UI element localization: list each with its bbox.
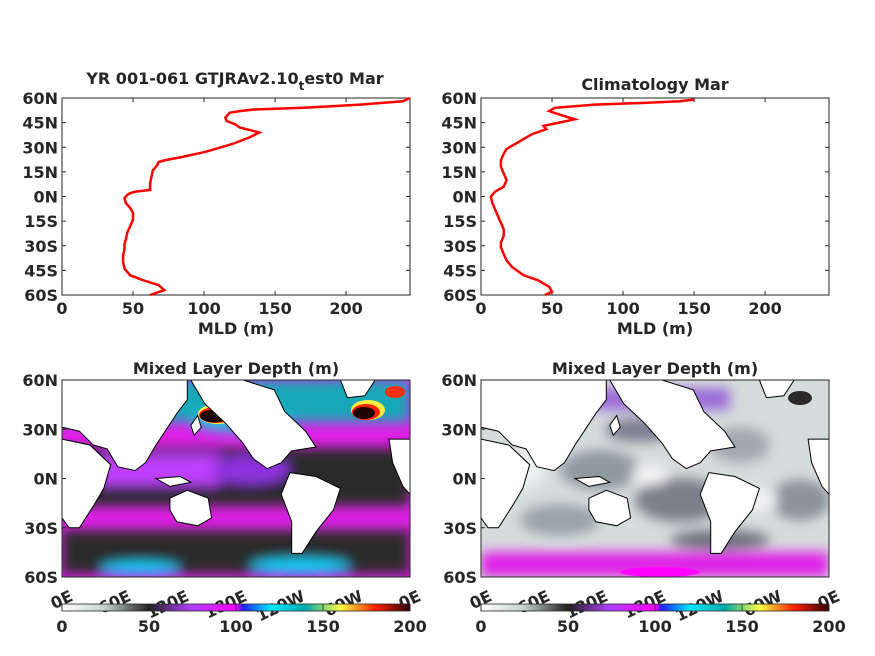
y-tick-label: 30N <box>22 138 58 157</box>
colorbar-tick-label: 200 <box>393 617 426 636</box>
y-tick-label: 30S <box>24 237 58 256</box>
plot-area <box>480 97 830 296</box>
x-axis-label: MLD (m) <box>198 319 274 338</box>
land-mask <box>480 379 830 554</box>
colorbar-tick-label: 0 <box>475 617 486 636</box>
x-axis-label: MLD (m) <box>617 319 693 338</box>
y-tick-label: 0N <box>33 188 58 207</box>
x-tick-label: 200 <box>748 299 781 318</box>
landmass <box>480 438 531 529</box>
y-tick-label: 60S <box>24 568 58 587</box>
y-tick-label: 45N <box>22 114 58 133</box>
x-tick-label: 50 <box>122 299 144 318</box>
y-tick-label: 45N <box>441 114 477 133</box>
landmass <box>699 472 761 554</box>
y-tick-label: 45S <box>443 261 477 280</box>
y-tick-label: 15N <box>22 163 58 182</box>
profile-panel-model: YR 001-061 GTJRAv2.10test0 Mar 60N 45N 30N… <box>22 69 411 338</box>
y-tick-label: 30S <box>443 519 477 538</box>
x-tick-label: 0 <box>56 299 67 318</box>
landmass <box>154 475 193 487</box>
landmass <box>169 489 213 527</box>
landmass <box>190 414 202 437</box>
y-tick-label: 45S <box>24 261 58 280</box>
y-tick-label: 30N <box>441 420 477 439</box>
panel-title: Climatology Mar <box>581 75 728 94</box>
profile-panel-climatology: Climatology Mar 60N45N30N15N0N15S30S45S6… <box>441 75 830 338</box>
colorbar-tick-labels: 0 50 100 150 200 <box>475 604 846 636</box>
y-tick-label: 30N <box>22 420 58 439</box>
y-tick-label: 0N <box>452 188 477 207</box>
y-tick-label: 60N <box>22 89 58 108</box>
map-title: Mixed Layer Depth (m) <box>133 359 339 378</box>
landmass <box>61 438 112 529</box>
y-tick-label: 60S <box>443 286 477 305</box>
colorbar-tick-labels: 0 50 100 150 200 <box>56 604 427 636</box>
landmass <box>280 472 342 554</box>
x-tick-label: 100 <box>606 299 639 318</box>
y-tick-label: 60N <box>441 371 477 390</box>
y-tick-label: 30N <box>441 138 477 157</box>
y-tick-label: 0N <box>452 470 477 489</box>
landmass <box>588 489 632 527</box>
y-tick-label: 0N <box>33 470 58 489</box>
mld-line <box>121 96 411 297</box>
mld-line <box>489 98 695 297</box>
panel-title: YR 001-061 GTJRAv2.10test0 Mar <box>85 69 383 93</box>
x-tick-labels: 0 50 100 150 200 <box>475 98 782 318</box>
y-tick-labels: 60N 30N 0N 30S 60S <box>441 371 485 587</box>
x-tick-label: 60W <box>740 586 785 620</box>
land-mask <box>61 379 411 554</box>
y-tick-label: 60N <box>22 371 58 390</box>
colorbar-tick-label: 50 <box>557 617 579 636</box>
landmass <box>480 379 607 472</box>
landmass <box>608 379 736 470</box>
landmass <box>61 379 188 472</box>
y-tick-label: 60S <box>24 286 58 305</box>
y-tick-label: 30S <box>24 519 58 538</box>
x-tick-labels: 0 50 100 150 200 <box>56 98 363 318</box>
x-tick-label: 50 <box>541 299 563 318</box>
x-tick-label: 60W <box>321 586 366 620</box>
landmass <box>388 438 411 496</box>
colorbar-tick-label: 0 <box>56 617 67 636</box>
plot-area <box>61 97 411 296</box>
y-tick-label: 15S <box>443 212 477 231</box>
x-tick-label: 150 <box>258 299 291 318</box>
y-tick-label: 60N <box>441 89 477 108</box>
x-tick-label: 60E <box>96 586 134 617</box>
colorbar-tick-label: 50 <box>138 617 160 636</box>
x-tick-label: 200 <box>329 299 362 318</box>
y-tick-labels: 60N 45N 30N 15N 0N 15S 30S 45S 60S <box>22 89 410 305</box>
map-title: Mixed Layer Depth (m) <box>552 359 758 378</box>
colorbar-tick-label: 100 <box>219 617 252 636</box>
y-tick-label: 15S <box>24 212 58 231</box>
y-tick-labels: 60N 30N 0N 30S 60S <box>22 371 66 587</box>
landmass <box>609 414 621 437</box>
y-tick-labels: 60N 45N 30N 15N 0N 15S 30S 45S 60S <box>441 89 829 305</box>
y-tick-label: 15N <box>441 163 477 182</box>
landmass <box>573 475 612 487</box>
colorbar-tick-label: 150 <box>725 617 758 636</box>
x-tick-label: 0 <box>475 299 486 318</box>
landmass <box>189 379 317 470</box>
y-tick-label: 60S <box>443 568 477 587</box>
colorbar-tick-label: 200 <box>812 617 845 636</box>
y-tick-label: 30S <box>443 237 477 256</box>
x-tick-label: 60E <box>515 586 553 617</box>
x-tick-label: 100 <box>187 299 220 318</box>
landmass <box>807 438 830 496</box>
x-tick-label: 150 <box>677 299 710 318</box>
colorbar-tick-label: 150 <box>306 617 339 636</box>
colorbar-tick-label: 100 <box>638 617 671 636</box>
